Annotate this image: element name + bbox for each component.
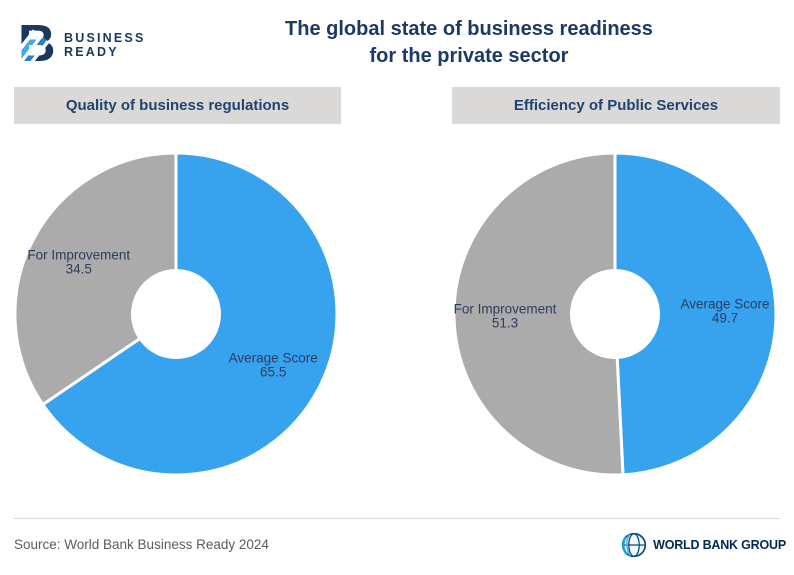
page-title: The global state of business readiness f…: [150, 16, 788, 70]
slice-label-for-improvement: For Improvement 34.5: [27, 248, 130, 277]
world-bank-group-wordmark: WORLD BANK GROUP: [653, 538, 786, 552]
footer-divider: [14, 518, 780, 519]
business-ready-logo: B BUSINESS READY: [20, 21, 146, 63]
business-ready-wordmark: BUSINESS READY: [64, 31, 146, 59]
slice-label-average-score: Average Score 65.5: [229, 351, 318, 380]
slice-label-average-score: Average Score 49.7: [680, 296, 769, 325]
business-ready-logo-mark: B: [20, 21, 56, 63]
donut-hole: [570, 269, 660, 359]
pie-slice-for-improvement: [452, 151, 625, 477]
brand-line2: READY: [64, 44, 119, 59]
pie-chart-efficiency-of-public-services: Average Score 49.7 For Improvement 51.3: [452, 151, 778, 477]
world-bank-group-logo: WORLD BANK GROUP: [620, 531, 786, 559]
chart-title-quality-of-business-regulations: Quality of business regulations: [14, 87, 341, 124]
slice-label-for-improvement: For Improvement 51.3: [454, 302, 557, 331]
chart-title-efficiency-of-public-services: Efficiency of Public Services: [452, 87, 780, 124]
donut-hole: [131, 269, 221, 359]
page-title-line1: The global state of business readiness: [285, 18, 653, 40]
source-note: Source: World Bank Business Ready 2024: [14, 537, 269, 552]
brand-line1: BUSINESS: [64, 31, 146, 45]
logo-stripes: [20, 29, 50, 63]
page-title-line2: for the private sector: [369, 45, 569, 67]
logo-b-glyph: [20, 21, 56, 63]
pie-slice-average-score: [613, 151, 778, 477]
globe-icon: [621, 532, 647, 558]
pie-slice-for-improvement: [13, 151, 178, 406]
pie-chart-quality-of-business-regulations: Average Score 65.5 For Improvement 34.5: [13, 151, 339, 477]
